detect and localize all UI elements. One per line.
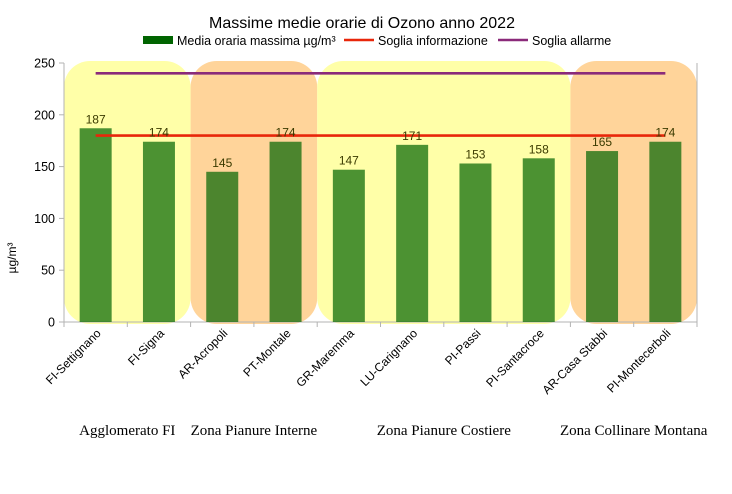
threshold-lines	[95, 72, 666, 137]
legend: Media oraria massima µg/m³ Soglia informa…	[143, 34, 611, 48]
bar-value-label: 158	[529, 142, 549, 156]
legend-label: Soglia allarme	[532, 34, 611, 48]
bar-value-label: 153	[465, 147, 485, 161]
bar	[79, 128, 112, 322]
legend-swatch	[143, 36, 173, 44]
bar	[269, 141, 302, 322]
zone-label: Agglomerato FI	[79, 423, 175, 439]
category-label: FI-Signa	[125, 326, 167, 368]
y-tick-label: 150	[34, 160, 55, 174]
category-label: AR-Casa Stabbi	[539, 326, 610, 397]
y-axis-label: µg/m³	[5, 243, 19, 274]
bar-value-label: 174	[655, 126, 675, 140]
zone-label: Zona Collinare Montana	[560, 423, 708, 439]
bars	[79, 128, 682, 322]
category-label: LU-Carignano	[358, 326, 421, 389]
category-label: AR-Acropoli	[175, 326, 230, 381]
legend-label: Soglia informazione	[378, 34, 488, 48]
bar	[206, 171, 239, 322]
bar-value-label: 174	[149, 126, 169, 140]
y-tick-label: 250	[34, 57, 55, 71]
bar-value-label: 145	[212, 156, 232, 170]
bar	[396, 144, 429, 322]
category-label: FI-Settignano	[43, 326, 104, 387]
category-label: GR-Maremma	[293, 326, 357, 390]
bar-value-label: 174	[276, 126, 296, 140]
bar	[649, 141, 682, 322]
bar	[522, 158, 555, 322]
category-label: PI-Passi	[442, 326, 483, 367]
category-label: PI-Montecerboli	[604, 326, 673, 395]
category-label: PI-Santacroce	[483, 326, 547, 390]
zone-label: Zona Pianure Costiere	[377, 423, 511, 439]
y-tick-label: 0	[48, 316, 55, 330]
bar	[332, 169, 365, 322]
bar-value-label: 147	[339, 154, 359, 168]
bar	[586, 151, 619, 322]
legend-label: Media oraria massima µg/m³	[177, 34, 336, 48]
bar-value-label: 165	[592, 135, 612, 149]
y-tick-label: 50	[41, 264, 55, 278]
category-label: PT-Montale	[240, 326, 294, 380]
zone-band	[317, 61, 571, 324]
data-labels: 187 174 145 174 147 171 153 158 165 174	[86, 112, 676, 170]
bar	[142, 141, 175, 322]
bar-value-label: 187	[86, 112, 106, 126]
bar	[459, 163, 492, 322]
y-tick-label: 100	[34, 212, 55, 226]
zone-label: Zona Pianure Interne	[191, 423, 318, 439]
bar-value-label: 171	[402, 129, 422, 143]
y-tick-label: 200	[34, 108, 55, 122]
chart-title: Massime medie orarie di Ozono anno 2022	[209, 15, 515, 32]
